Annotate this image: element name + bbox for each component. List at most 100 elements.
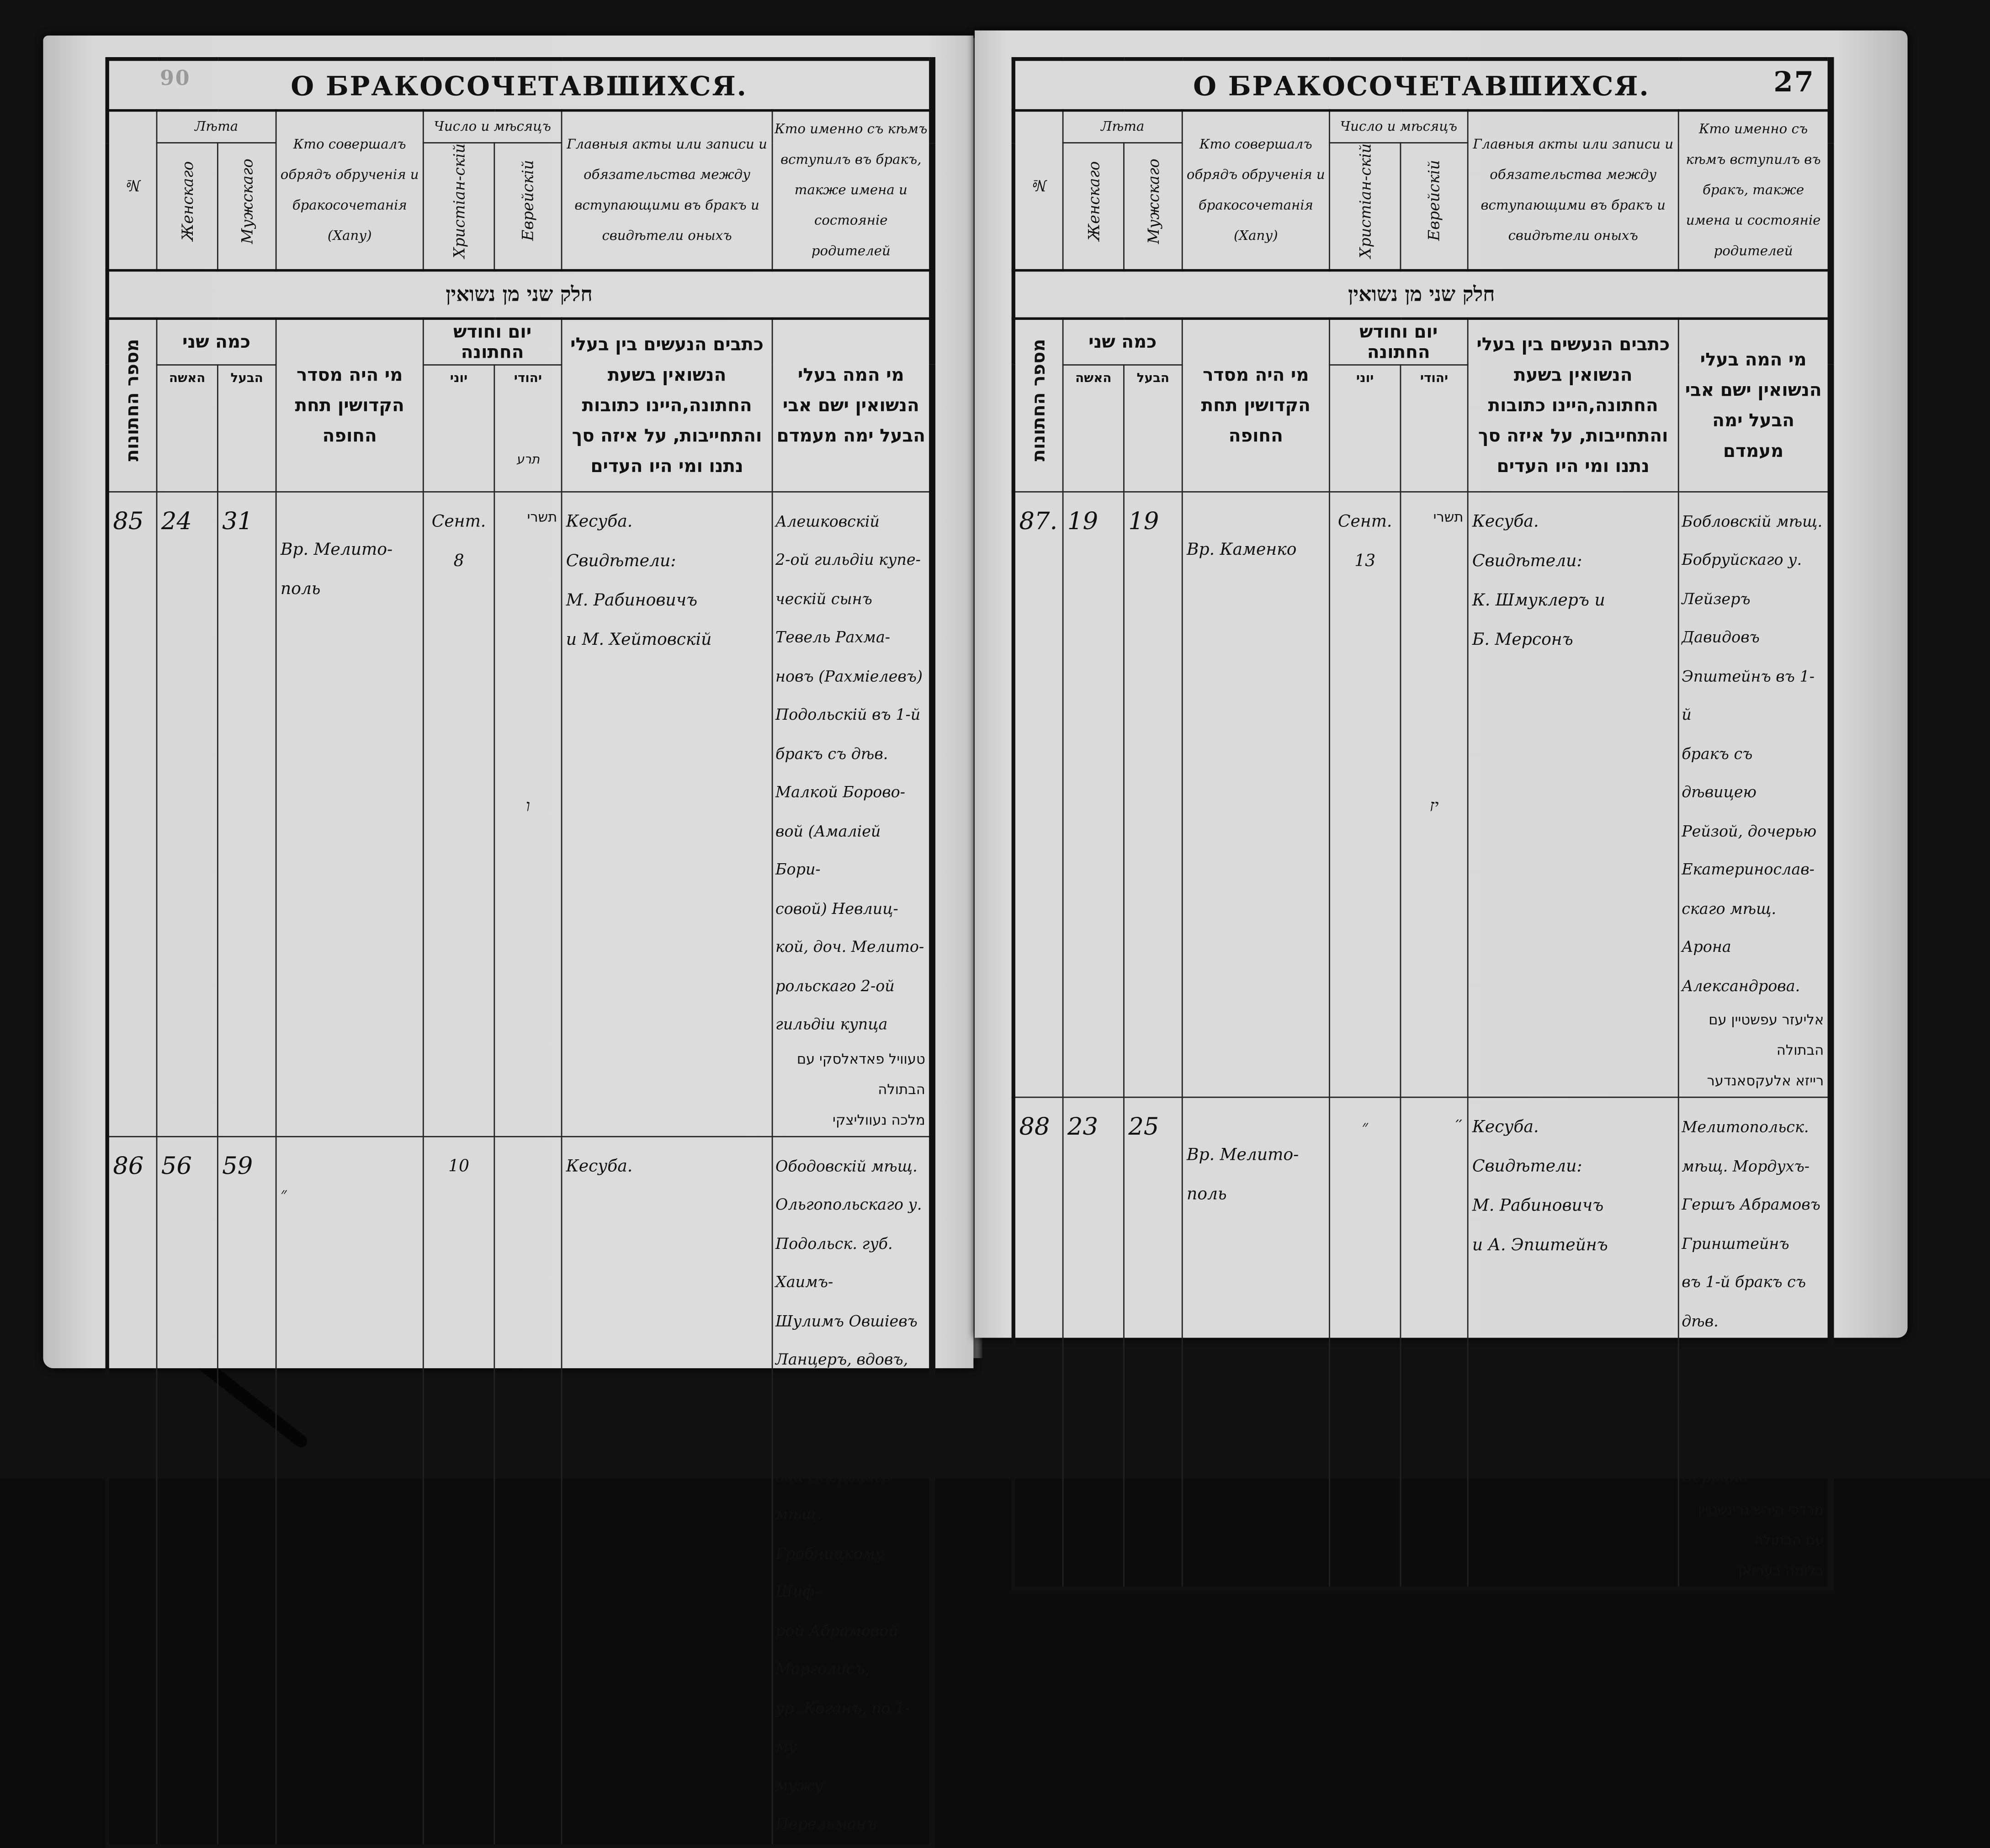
spouses-and-parents: Мелитопольск. мѣщ. Мордухъ- Гершъ Абрамо… xyxy=(1677,1097,1831,1590)
acts-and-witnesses: Кесуба. Свидѣтели: К. Шмуклеръ и Б. Мерс… xyxy=(1467,491,1679,1099)
page-title: О БРАКОСОЧЕТАВШИХСЯ. xyxy=(291,69,748,101)
he-header-wife: האשה xyxy=(156,364,218,493)
spouses-and-parents: Ободовскій мѣщ. Ольгопольскаго у. Подоль… xyxy=(771,1136,933,1847)
spouses-hebrew: מרדכי הירש גרינשטיין עם הבתולה בלומה בער… xyxy=(1698,1502,1824,1580)
header-who: Кто именно съ кѣмъ вступилъ въ бракъ, та… xyxy=(1677,110,1831,272)
table-row: 88 23 25 Вр. Мелито- поль ״ ״ Кесуба. Св… xyxy=(1013,1097,1831,1590)
header-officiant: Кто совершалъ обрядъ обрученія и бракосо… xyxy=(275,110,424,272)
left-page: О БРАКОСОЧЕТАВШИХСЯ. 90 № Лѣта Кто совер… xyxy=(43,35,974,1848)
wife-age: 19 xyxy=(1062,491,1125,1099)
header-christian: Христіан-скій xyxy=(1329,142,1401,272)
jewish-day: ה xyxy=(523,1411,533,1431)
officiant: Вр. Мелито- поль xyxy=(1181,1097,1330,1590)
officiant: ״ xyxy=(275,1136,424,1847)
page-number: 27 xyxy=(1773,66,1815,99)
jewish-day: יז xyxy=(1429,797,1439,816)
page-title-cell: О БРАКОСОЧЕТАВШИХСЯ. 27 xyxy=(1013,58,1831,112)
register-table: О БРАКОСОЧЕТАВШИХСЯ. 27 № Лѣта Кто совер… xyxy=(1011,57,1834,1591)
he-header-ages: כמה שני xyxy=(1062,319,1183,366)
header-acts: Главныя акты или записи и обязательства … xyxy=(561,110,773,272)
officiant: Вр. Мелито- поль xyxy=(275,491,424,1137)
header-christian: Христіан-скій xyxy=(422,142,495,272)
he-header-date: יום וחודש החתונה xyxy=(1329,319,1469,366)
table-row: 86 56 59 ״ 10 ה Кесуба. Ободовскій мѣщ. … xyxy=(106,1136,933,1847)
acts-and-witnesses: Кесуба. Свидѣтели: М. Рабиновичъ и А. Эп… xyxy=(1467,1097,1679,1590)
hebrew-section-title: חלק שני מן נשואין xyxy=(1013,270,1831,321)
he-header-date: יום וחודש החתונה xyxy=(422,319,563,366)
header-officiant: Кто совершалъ обрядъ обрученія и бракосо… xyxy=(1181,110,1330,272)
spouses-and-parents: Алешковскій 2-ой гильдіи купе- ческій сы… xyxy=(771,491,933,1137)
husband-age: 25 xyxy=(1123,1097,1183,1590)
header-number: № xyxy=(106,110,158,272)
header-acts: Главныя акты или записи и обязательства … xyxy=(1467,110,1679,272)
spouses-russian: Бобловскій мѣщ. Бобруйскаго у. Лейзеръ Д… xyxy=(1682,513,1823,995)
husband-age: 31 xyxy=(217,491,277,1137)
he-header-wife: האשה xyxy=(1062,364,1125,493)
entry-number: 87. xyxy=(1013,491,1064,1099)
date-christian: 10 xyxy=(422,1136,495,1847)
acts-and-witnesses: Кесуба. xyxy=(561,1136,773,1847)
header-male: Мужскаго xyxy=(217,142,277,272)
he-header-husband: הבעל xyxy=(1123,364,1183,493)
jewish-day: ו xyxy=(525,797,531,816)
page-number: 90 xyxy=(159,66,191,90)
date-christian: Сент. 8 xyxy=(422,491,495,1137)
he-header-officiant: מי היה מסדר הקדושין תחת החופה xyxy=(1181,319,1330,493)
page-title: О БРАКОСОЧЕТАВШИХСЯ. xyxy=(1193,69,1650,101)
header-male: Мужскаго xyxy=(1123,142,1183,272)
he-header-ages: כמה שני xyxy=(156,319,277,366)
book-scan: О БРАКОСОЧЕТАВШИХСЯ. 90 № Лѣта Кто совер… xyxy=(43,30,1908,1848)
jewish-month: ״ xyxy=(1454,1115,1464,1132)
wife-age: 23 xyxy=(1062,1097,1125,1590)
table-row: 87. 19 19 Вр. Каменко Сент. 13 תשרי יז Ке… xyxy=(1013,491,1831,1099)
date-jewish: ״ xyxy=(1400,1097,1469,1590)
spouses-russian: Мелитопольск. мѣщ. Мордухъ- Гершъ Абрамо… xyxy=(1682,1119,1820,1485)
he-header-acts: כתבים הנעשים בין בעלי הנשואין בשעת החתונ… xyxy=(561,319,773,493)
header-female: Женскаго xyxy=(156,142,218,272)
spouses-russian: Алешковскій 2-ой гильдіи купе- ческій сы… xyxy=(775,513,924,1034)
he-header-officiant: מי היה מסדר הקדושין תחת החופה xyxy=(275,319,424,493)
right-page: О БРАКОСОЧЕТАВШИХСЯ. 27 № Лѣта Кто совер… xyxy=(975,30,1908,1591)
date-jewish: תשרי ו xyxy=(494,491,563,1137)
entry-number: 88 xyxy=(1013,1097,1064,1590)
date-christian: Сент. 13 xyxy=(1329,491,1401,1099)
table-row: 85 24 31 Вр. Мелито- поль Сент. 8 תשרי ו … xyxy=(106,491,933,1137)
spouses-and-parents: Бобловскій мѣщ. Бобруйскаго у. Лейзеръ Д… xyxy=(1677,491,1831,1099)
he-header-jewish: יהודי תרע xyxy=(494,364,563,493)
acts-and-witnesses: Кесуба. Свидѣтели: М. Рабиновичъ и М. Хе… xyxy=(561,491,773,1137)
hebrew-section-title: חלק שני מן נשואין xyxy=(106,270,933,321)
he-header-number: מספר החתונות xyxy=(106,319,158,493)
date-christian: ״ xyxy=(1329,1097,1401,1590)
wife-age: 56 xyxy=(156,1136,218,1847)
header-jewish: Еврейскій xyxy=(494,142,563,272)
header-date: Число и мѣсяцъ xyxy=(1329,110,1469,143)
husband-age: 59 xyxy=(217,1136,277,1847)
header-female: Женскаго xyxy=(1062,142,1125,272)
officiant: Вр. Каменко xyxy=(1181,491,1330,1099)
he-header-acts: כתבים הנעשים בין בעלי הנשואין בשעת החתונ… xyxy=(1467,319,1679,493)
header-years: Лѣта xyxy=(156,110,277,143)
page-title-cell: О БРАКОСОЧЕТАВШИХСЯ. 90 xyxy=(106,58,933,112)
date-jewish: תשרי יז xyxy=(1400,491,1469,1099)
date-jewish: ה xyxy=(494,1136,563,1847)
header-jewish: Еврейскій xyxy=(1400,142,1469,272)
header-date: Число и мѣсяцъ xyxy=(422,110,563,143)
header-who: Кто именно съ кѣмъ вступилъ въ бракъ, та… xyxy=(771,110,933,272)
register-table: О БРАКОСОЧЕТАВШИХСЯ. 90 № Лѣта Кто совер… xyxy=(105,57,936,1848)
he-header-number: מספר החתונות xyxy=(1013,319,1064,493)
entry-number: 86 xyxy=(106,1136,158,1847)
jewish-month: תשרי xyxy=(527,509,557,526)
husband-age: 19 xyxy=(1123,491,1183,1099)
entry-number: 85 xyxy=(106,491,158,1137)
he-header-who: מי המה בעלי הנשואין ישם אבי הבעל ימה מעמ… xyxy=(771,319,933,493)
he-header-jewish: יהודי xyxy=(1400,364,1469,493)
spouses-russian: Ободовскій мѣщ. Ольгопольскаго у. Подоль… xyxy=(775,1157,922,1834)
he-header-gregorian: יוני xyxy=(1329,364,1401,493)
he-header-husband: הבעל xyxy=(217,364,277,493)
spouses-hebrew: אליעזר עפשטיין עם הבתולה רייזא אלעקסאנדע… xyxy=(1707,1012,1824,1090)
header-years: Лѣта xyxy=(1062,110,1183,143)
header-number: № xyxy=(1013,110,1064,272)
jewish-month: תשרי xyxy=(1433,509,1464,526)
he-header-who: מי המה בעלי הנשואין ישם אבי הבעל ימה מעמ… xyxy=(1677,319,1831,493)
spouses-hebrew: טעוויל פאדאלסקי עם הבתולה מלכה נעווליצקי xyxy=(796,1051,925,1129)
